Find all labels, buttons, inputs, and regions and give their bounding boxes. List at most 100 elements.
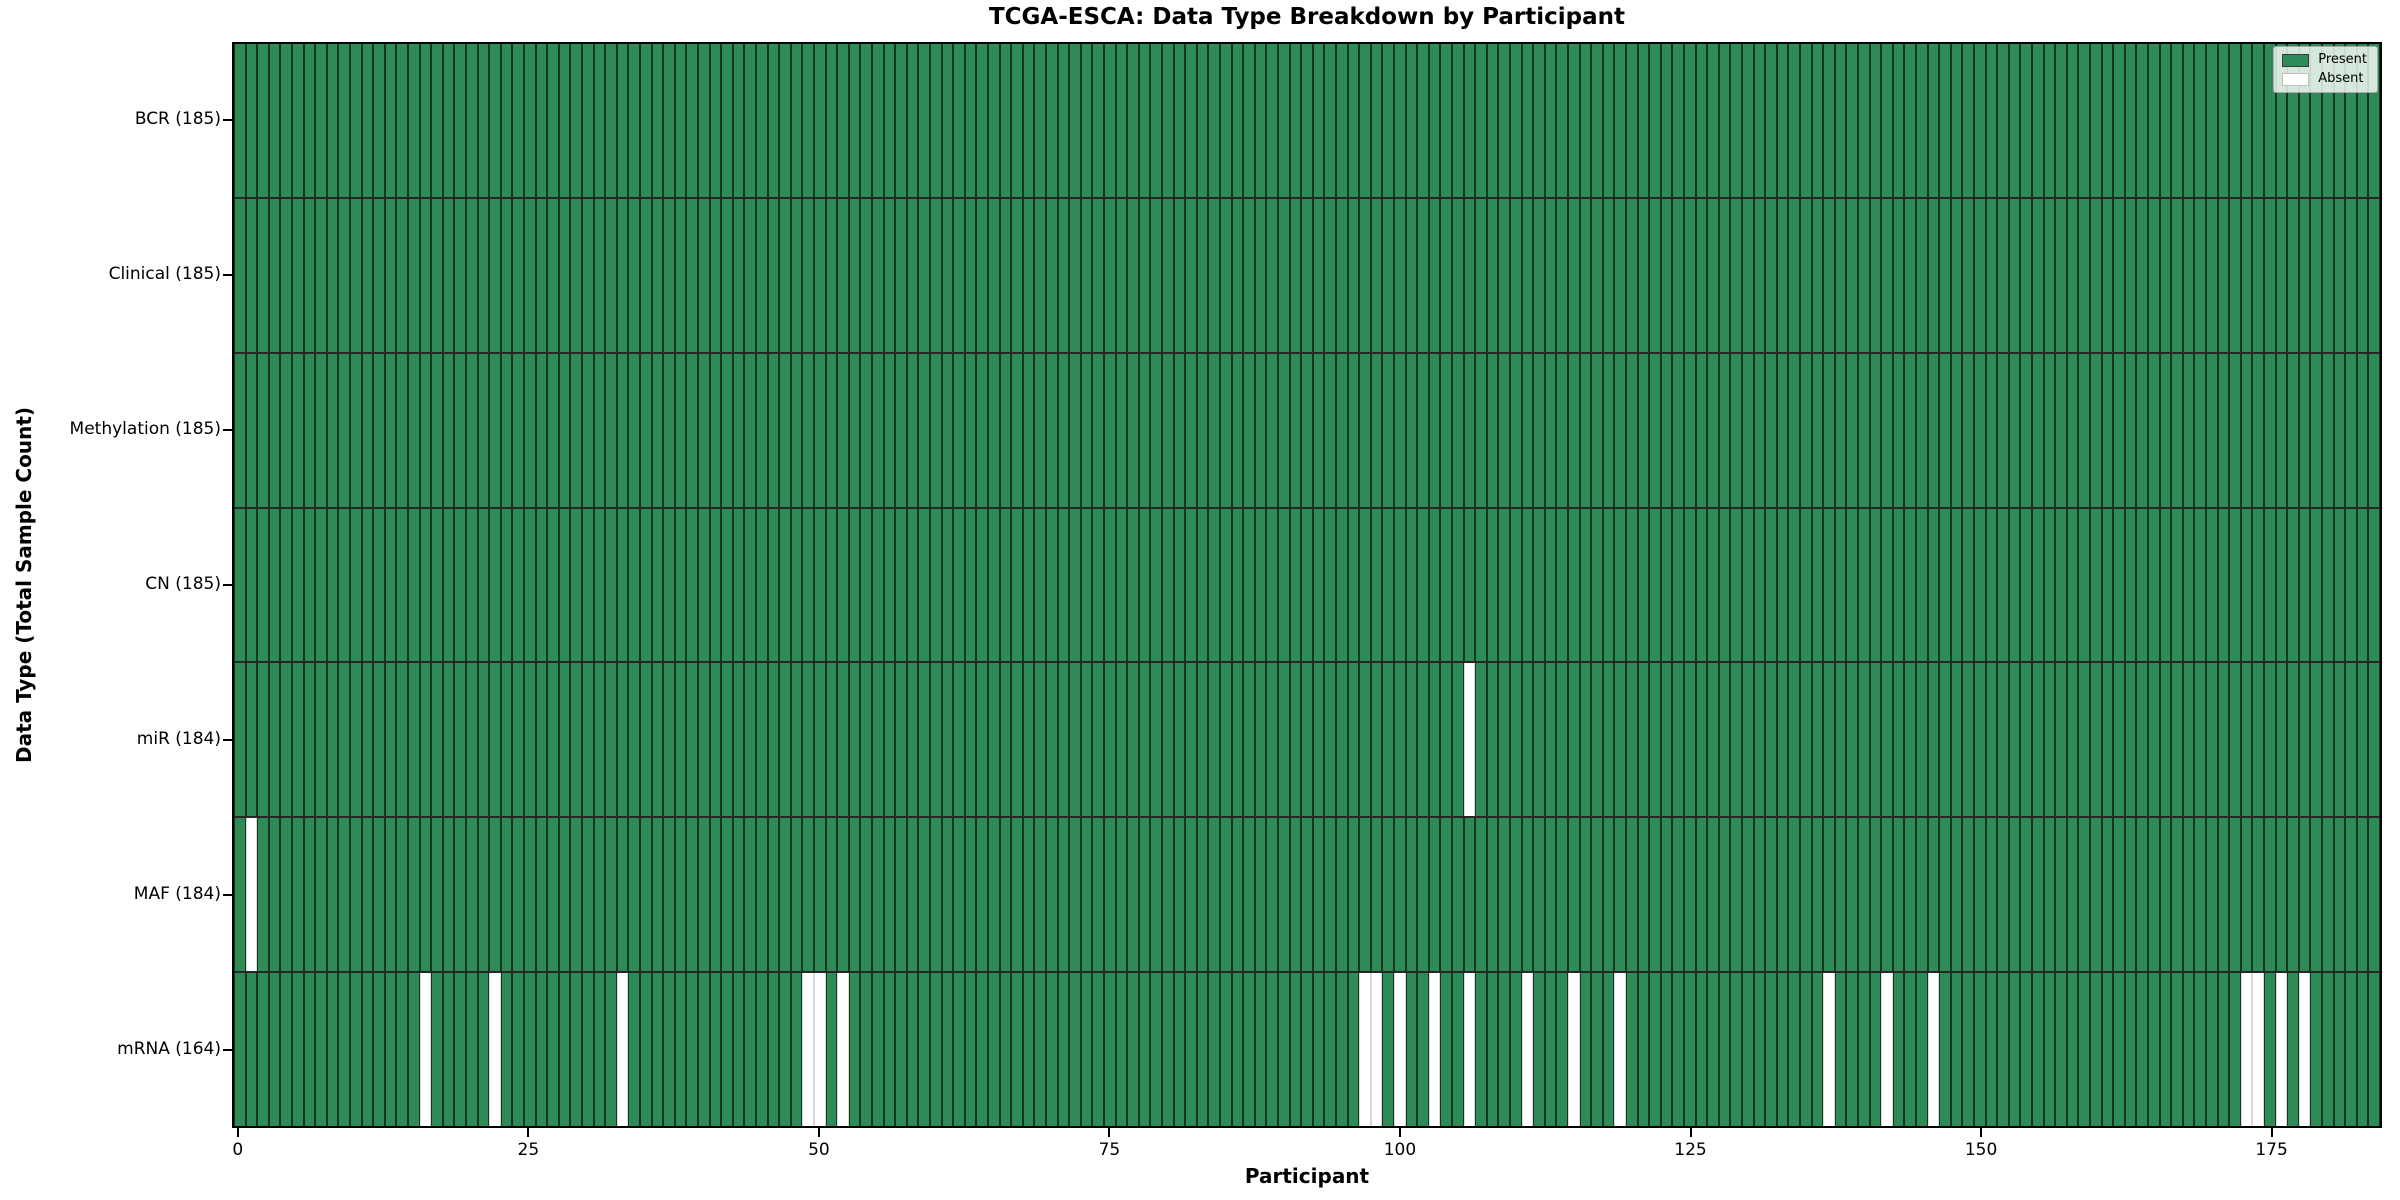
present-cell-CN-175 xyxy=(2264,508,2276,662)
present-cell-Clinical-75 xyxy=(1104,198,1116,352)
present-cell-mRNA-58 xyxy=(906,973,919,1127)
present-cell-miR-181 xyxy=(2333,663,2346,817)
present-cell-MAF-64 xyxy=(976,818,988,972)
present-cell-BCR-3 xyxy=(268,44,281,197)
present-cell-CN-116 xyxy=(1579,508,1592,662)
present-cell-CN-141 xyxy=(1869,508,1882,662)
present-cell-Clinical-3 xyxy=(268,198,281,352)
present-cell-Methylation-53 xyxy=(848,353,861,507)
present-cell-miR-176 xyxy=(2275,663,2288,817)
present-cell-CN-66 xyxy=(999,508,1012,662)
present-cell-Methylation-69 xyxy=(1034,353,1046,507)
present-cell-CN-42 xyxy=(721,508,733,662)
present-cell-Methylation-141 xyxy=(1869,353,1882,507)
present-cell-CN-61 xyxy=(941,508,954,662)
present-cell-MAF-42 xyxy=(721,818,733,972)
present-cell-miR-37 xyxy=(663,663,675,817)
present-cell-miR-96 xyxy=(1347,663,1360,817)
present-cell-BCR-137 xyxy=(1823,44,1835,197)
present-cell-MAF-141 xyxy=(1869,818,1882,972)
present-cell-Clinical-68 xyxy=(1022,198,1035,352)
present-cell-miR-94 xyxy=(1324,663,1336,817)
present-cell-BCR-57 xyxy=(895,44,907,197)
present-cell-miR-62 xyxy=(953,663,965,817)
present-cell-Clinical-121 xyxy=(1637,198,1650,352)
present-swatch-icon xyxy=(2282,53,2310,67)
present-cell-BCR-12 xyxy=(373,44,385,197)
present-cell-mRNA-94 xyxy=(1324,973,1336,1127)
present-cell-Methylation-153 xyxy=(2008,353,2021,507)
present-cell-mRNA-8 xyxy=(326,973,339,1127)
present-cell-miR-35 xyxy=(640,663,652,817)
present-cell-BCR-28 xyxy=(558,44,571,197)
present-cell-miR-148 xyxy=(1950,663,1963,817)
present-cell-Methylation-15 xyxy=(408,353,420,507)
present-cell-CN-7 xyxy=(315,508,327,662)
present-cell-MAF-4 xyxy=(280,818,292,972)
present-cell-Clinical-131 xyxy=(1753,198,1766,352)
present-cell-mRNA-38 xyxy=(674,973,687,1127)
present-cell-CN-97 xyxy=(1359,508,1371,662)
present-cell-miR-169 xyxy=(2194,663,2206,817)
present-cell-BCR-141 xyxy=(1869,44,1882,197)
present-cell-MAF-173 xyxy=(2240,818,2253,972)
present-cell-mRNA-1 xyxy=(245,973,258,1127)
present-cell-miR-111 xyxy=(1521,663,1534,817)
present-cell-CN-106 xyxy=(1463,508,1476,662)
present-cell-Methylation-164 xyxy=(2136,353,2148,507)
present-cell-Methylation-166 xyxy=(2159,353,2172,507)
present-cell-mRNA-152 xyxy=(1997,973,2009,1127)
present-cell-Clinical-142 xyxy=(1881,198,1893,352)
x-tick-mark-150 xyxy=(1980,1128,1983,1137)
present-cell-mRNA-89 xyxy=(1266,973,1278,1127)
present-cell-miR-63 xyxy=(964,663,977,817)
present-cell-MAF-79 xyxy=(1150,818,1162,972)
present-cell-MAF-81 xyxy=(1173,818,1186,972)
present-cell-miR-119 xyxy=(1614,663,1626,817)
present-cell-MAF-158 xyxy=(2066,818,2079,972)
present-cell-BCR-97 xyxy=(1359,44,1371,197)
present-cell-mRNA-42 xyxy=(721,973,733,1127)
present-cell-Methylation-106 xyxy=(1463,353,1476,507)
y-tick-label-BCR: BCR (185) xyxy=(134,108,221,129)
present-cell-Methylation-79 xyxy=(1150,353,1162,507)
present-cell-BCR-88 xyxy=(1254,44,1267,197)
present-cell-Clinical-98 xyxy=(1370,198,1383,352)
present-cell-Methylation-170 xyxy=(2206,353,2218,507)
present-cell-Methylation-62 xyxy=(953,353,965,507)
present-cell-Clinical-108 xyxy=(1486,198,1499,352)
present-cell-Methylation-108 xyxy=(1486,353,1499,507)
present-cell-miR-93 xyxy=(1312,663,1325,817)
present-cell-Methylation-116 xyxy=(1579,353,1592,507)
present-cell-miR-143 xyxy=(1892,663,1905,817)
present-cell-mRNA-99 xyxy=(1382,973,1394,1127)
present-cell-BCR-17 xyxy=(431,44,443,197)
present-cell-miR-168 xyxy=(2182,663,2195,817)
present-cell-MAF-5 xyxy=(292,818,304,972)
present-cell-BCR-177 xyxy=(2287,44,2299,197)
present-cell-Clinical-156 xyxy=(2043,198,2056,352)
present-cell-mRNA-85 xyxy=(1220,973,1232,1127)
present-cell-CN-46 xyxy=(767,508,780,662)
present-cell-Clinical-183 xyxy=(2356,198,2369,352)
present-cell-BCR-123 xyxy=(1660,44,1673,197)
present-cell-Clinical-164 xyxy=(2136,198,2148,352)
present-cell-Methylation-37 xyxy=(663,353,675,507)
present-cell-Clinical-87 xyxy=(1243,198,1255,352)
present-cell-miR-14 xyxy=(396,663,408,817)
present-cell-mRNA-72 xyxy=(1069,973,1081,1127)
present-cell-BCR-41 xyxy=(709,44,722,197)
present-cell-Clinical-120 xyxy=(1626,198,1638,352)
present-cell-mRNA-133 xyxy=(1776,973,1789,1127)
present-cell-miR-53 xyxy=(848,663,861,817)
present-cell-mRNA-160 xyxy=(2090,973,2102,1127)
present-cell-miR-72 xyxy=(1069,663,1081,817)
present-cell-CN-59 xyxy=(918,508,930,662)
present-cell-Clinical-46 xyxy=(767,198,780,352)
present-cell-CN-174 xyxy=(2252,508,2264,662)
present-cell-miR-122 xyxy=(1649,663,1661,817)
present-cell-Clinical-30 xyxy=(582,198,594,352)
present-cell-Methylation-67 xyxy=(1011,353,1023,507)
present-cell-CN-98 xyxy=(1370,508,1383,662)
present-cell-mRNA-143 xyxy=(1892,973,1905,1127)
